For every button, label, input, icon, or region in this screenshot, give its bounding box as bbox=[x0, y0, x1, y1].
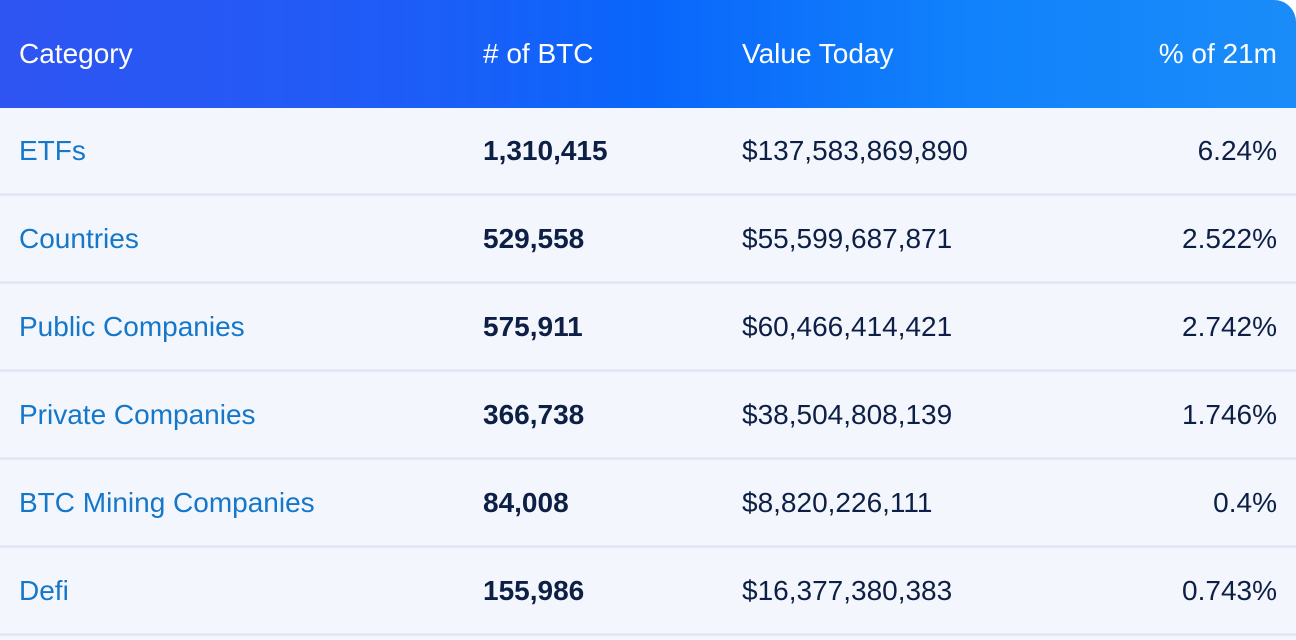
btc-count: 529,558 bbox=[483, 222, 585, 254]
table-header: Category # of BTC Value Today % of 21m bbox=[0, 0, 1296, 108]
value-today: $38,504,808,139 bbox=[742, 398, 953, 430]
category-link-btc-mining-companies[interactable]: BTC Mining Companies bbox=[19, 486, 315, 518]
table-row: Private Companies 366,738 $38,504,808,13… bbox=[0, 372, 1296, 460]
table-row: ETFs 1,310,415 $137,583,869,890 6.24% bbox=[0, 108, 1296, 196]
category-link-public-companies[interactable]: Public Companies bbox=[19, 310, 245, 342]
header-percent-of-21m[interactable]: % of 21m bbox=[1158, 38, 1277, 69]
header-category[interactable]: Category bbox=[19, 38, 133, 69]
percent-of-21m: 0.4% bbox=[1213, 486, 1277, 518]
category-link-etfs[interactable]: ETFs bbox=[19, 134, 86, 166]
percent-of-21m: 1.746% bbox=[1182, 398, 1277, 430]
btc-count: 366,738 bbox=[483, 398, 585, 430]
header-value-today[interactable]: Value Today bbox=[742, 38, 894, 69]
table-row: Countries 529,558 $55,599,687,871 2.522% bbox=[0, 196, 1296, 284]
value-today: $60,466,414,421 bbox=[742, 310, 953, 342]
value-today: $16,377,380,383 bbox=[742, 574, 953, 606]
table-row: BTC Mining Companies 84,008 $8,820,226,1… bbox=[0, 460, 1296, 548]
btc-count: 84,008 bbox=[483, 486, 569, 518]
btc-count: 155,986 bbox=[483, 574, 585, 606]
percent-of-21m: 2.522% bbox=[1182, 222, 1277, 254]
table-row: Defi 155,986 $16,377,380,383 0.743% bbox=[0, 548, 1296, 636]
percent-of-21m: 0.743% bbox=[1182, 574, 1277, 606]
percent-of-21m: 2.742% bbox=[1182, 310, 1277, 342]
category-link-private-companies[interactable]: Private Companies bbox=[19, 398, 256, 430]
header-btc-count[interactable]: # of BTC bbox=[483, 38, 594, 69]
btc-count: 575,911 bbox=[483, 310, 583, 342]
category-link-defi[interactable]: Defi bbox=[19, 574, 69, 606]
category-link-countries[interactable]: Countries bbox=[19, 222, 139, 254]
value-today: $137,583,869,890 bbox=[742, 134, 968, 166]
value-today: $8,820,226,111 bbox=[742, 486, 933, 518]
btc-count: 1,310,415 bbox=[483, 134, 608, 166]
table-row: Public Companies 575,911 $60,466,414,421… bbox=[0, 284, 1296, 372]
percent-of-21m: 6.24% bbox=[1197, 134, 1277, 166]
value-today: $55,599,687,871 bbox=[742, 222, 953, 254]
